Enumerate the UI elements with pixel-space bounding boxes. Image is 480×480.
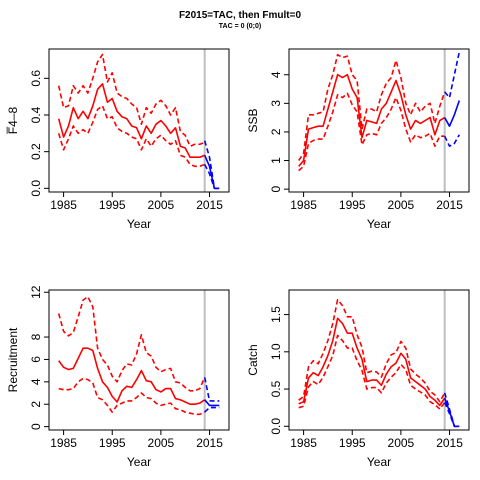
x-axis: 1985 1995 2005 2015 Year — [50, 430, 223, 469]
series-projection-lower — [443, 402, 460, 428]
plot-frame — [48, 289, 230, 431]
x-tick-label: 1985 — [50, 198, 77, 212]
x-tick-label: 2015 — [436, 436, 463, 450]
y-tick-label: 1.0 — [269, 343, 283, 360]
y-tick-label: 0 — [29, 423, 43, 430]
y-tick-label: 0.4 — [29, 106, 43, 123]
y-tick-label: 0.0 — [269, 418, 283, 435]
y-tick-label: 8 — [29, 333, 43, 340]
y-tick-label: 3 — [269, 100, 283, 107]
x-axis: 1985 1995 2005 2015 Year — [290, 192, 463, 231]
series-projection-upper — [444, 51, 461, 99]
x-tick-label: 2015 — [196, 198, 223, 212]
series-projection-lower — [443, 134, 460, 147]
series-estimate-lower — [57, 105, 205, 168]
panel-f48: 1985 1995 2005 2015 Year 0.0 0.2 0.4 0.6 F̅4–8 — [6, 48, 230, 231]
y-tick-label: 6 — [29, 356, 43, 363]
y-tick-label: 0 — [269, 185, 283, 192]
series-projection-lower — [204, 406, 220, 413]
y-tick-label: 1 — [269, 157, 283, 164]
y-axis-label: Recruitment — [6, 327, 20, 392]
series-estimate — [57, 83, 205, 158]
series-estimate-upper — [57, 295, 206, 392]
y-tick-label: 0.5 — [269, 380, 283, 397]
x-tick-label: 1995 — [339, 198, 366, 212]
x-tick-label: 2015 — [436, 198, 463, 212]
x-tick-label: 1985 — [290, 436, 317, 450]
x-tick-label: 2005 — [388, 436, 415, 450]
panel-ssb: 1985 1995 2005 2015 Year 0 1 2 3 4 SSB — [246, 48, 470, 231]
y-tick-label: 2 — [29, 401, 43, 408]
x-tick-label: 2005 — [148, 198, 175, 212]
y-axis-label: F̅4–8 — [6, 107, 20, 135]
series-projection-upper — [443, 392, 460, 428]
x-axis-label: Year — [127, 455, 151, 469]
plot-frame — [48, 48, 230, 193]
y-axis-label: Catch — [246, 344, 260, 375]
plot-frame — [288, 289, 470, 431]
x-axis-label: Year — [367, 217, 391, 231]
x-tick-label: 2005 — [388, 198, 415, 212]
series-projection-lower — [203, 164, 220, 190]
y-axis: 0.0 0.5 1.0 1.5 Catch — [246, 306, 289, 435]
x-axis: 1985 1995 2005 2015 Year — [50, 192, 223, 231]
series-projection — [444, 100, 461, 127]
x-axis-label: Year — [127, 217, 151, 231]
y-tick-label: 0.0 — [29, 180, 43, 197]
x-tick-label: 1995 — [99, 436, 126, 450]
figure-title: F2015=TAC, then Fmult=0 — [178, 10, 302, 21]
series-estimate — [298, 73, 446, 167]
y-axis: 0 2 4 6 8 12 Recruitment — [6, 285, 49, 430]
series-estimate-lower — [298, 92, 445, 172]
y-tick-label: 4 — [269, 71, 283, 78]
series-estimate — [58, 347, 206, 406]
y-tick-label: 12 — [29, 285, 43, 299]
x-tick-label: 2015 — [196, 436, 223, 450]
panel-recruitment: 1985 1995 2005 2015 Year 0 2 4 6 8 12 Recruitment — [6, 285, 230, 469]
x-tick-label: 1985 — [290, 198, 317, 212]
series-projection-upper — [203, 377, 220, 402]
series-estimate-upper — [298, 298, 446, 403]
y-tick-label: 2 — [269, 128, 283, 135]
x-tick-label: 2005 — [148, 436, 175, 450]
plot-frame — [288, 48, 470, 193]
figure-subtitle: TAC = 0 (0;0) — [218, 23, 262, 30]
y-tick-label: 4 — [29, 378, 43, 385]
y-tick-label: 1.5 — [269, 306, 283, 323]
series-estimate-lower — [298, 334, 446, 410]
y-axis: 0.0 0.2 0.4 0.6 F̅4–8 — [6, 70, 49, 197]
x-tick-label: 1995 — [99, 198, 126, 212]
x-tick-label: 1985 — [50, 436, 77, 450]
y-axis: 0 1 2 3 4 SSB — [246, 71, 289, 192]
series-estimate-lower — [58, 377, 206, 416]
series-projection — [204, 399, 220, 407]
series-estimate-upper — [57, 53, 205, 147]
y-tick-label: 0.6 — [29, 70, 43, 87]
x-tick-label: 1995 — [339, 436, 366, 450]
x-axis: 1985 1995 2005 2015 Year — [290, 430, 463, 469]
x-axis-label: Year — [367, 455, 391, 469]
y-tick-label: 0.2 — [29, 143, 43, 160]
y-axis-label: SSB — [246, 108, 260, 132]
panel-catch: 1985 1995 2005 2015 Year 0.0 0.5 1.0 1.5 Catch — [246, 289, 470, 469]
series-estimate-upper — [298, 53, 446, 161]
series-estimate — [298, 317, 446, 407]
